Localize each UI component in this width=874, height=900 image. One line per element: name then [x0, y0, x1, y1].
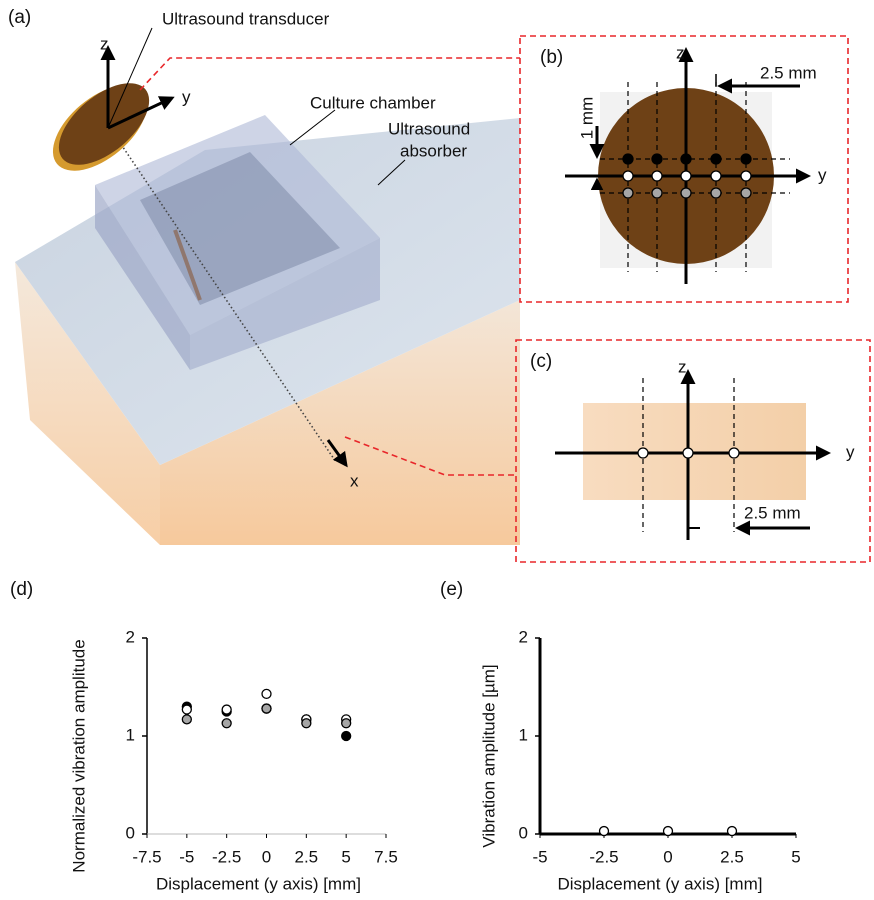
axis-letter: y [182, 87, 191, 106]
panel-label: (e) [440, 579, 463, 600]
annotation: Ultrasound [388, 119, 470, 138]
axis-letter: z [678, 357, 687, 376]
x-tick-label: 0 [663, 847, 672, 866]
axis-letter: z [100, 34, 109, 53]
y-tick-label: 0 [126, 823, 135, 842]
annotation: Ultrasound transducer [162, 9, 330, 28]
x-tick-label: -5 [179, 847, 194, 866]
data-point [664, 827, 673, 836]
x-tick-label: -2.5 [212, 847, 241, 866]
dimension: 2.5 mm [760, 63, 817, 82]
panel-label: (c) [530, 351, 552, 372]
x-tick-label: -7.5 [132, 847, 161, 866]
figure: (a) Ultrasound transducer Culture chambe… [0, 0, 874, 900]
data-point [302, 719, 311, 728]
x-tick-label: 0 [262, 847, 271, 866]
x-tick-label: 5 [791, 847, 800, 866]
axis-letter: y [818, 165, 827, 184]
y-axis-label: Vibration amplitude [µm] [479, 664, 498, 847]
data-point [728, 827, 737, 836]
x-tick-label: 2.5 [295, 847, 319, 866]
axis-letter: y [846, 442, 855, 461]
panel-c-illustration [516, 340, 870, 562]
axis-letter: z [676, 43, 685, 62]
dimension: 1 mm [577, 97, 596, 140]
annotation: Culture chamber [310, 93, 436, 112]
x-axis-label: Displacement (y axis) [mm] [156, 874, 361, 893]
y-axis-label: Normalized vibration amplitude [69, 639, 88, 872]
data-point [182, 715, 191, 724]
dimension: 2.5 mm [744, 503, 801, 522]
panel-label: (a) [8, 7, 31, 28]
data-point [262, 704, 271, 713]
panel-a-illustration [15, 28, 520, 545]
y-tick-label: 2 [126, 627, 135, 646]
data-point [222, 719, 231, 728]
x-tick-label: 7.5 [374, 847, 398, 866]
annotation: absorber [400, 141, 467, 160]
x-tick-label: -2.5 [589, 847, 618, 866]
data-point [342, 719, 351, 728]
x-tick-label: 2.5 [720, 847, 744, 866]
axis-letter: x [350, 471, 359, 490]
y-tick-label: 2 [519, 627, 528, 646]
x-tick-label: -5 [532, 847, 547, 866]
data-point [600, 827, 609, 836]
page: (a) Ultrasound transducer Culture chambe… [0, 0, 874, 900]
data-point [262, 689, 271, 698]
data-point [182, 705, 191, 714]
data-point [342, 732, 351, 741]
x-axis-label: Displacement (y axis) [mm] [558, 874, 763, 893]
panel-label: (d) [10, 579, 33, 600]
y-tick-label: 0 [519, 823, 528, 842]
panel-label: (b) [540, 47, 563, 68]
data-point [222, 705, 231, 714]
x-tick-label: 5 [341, 847, 350, 866]
y-tick-label: 1 [519, 725, 528, 744]
y-tick-label: 1 [126, 725, 135, 744]
